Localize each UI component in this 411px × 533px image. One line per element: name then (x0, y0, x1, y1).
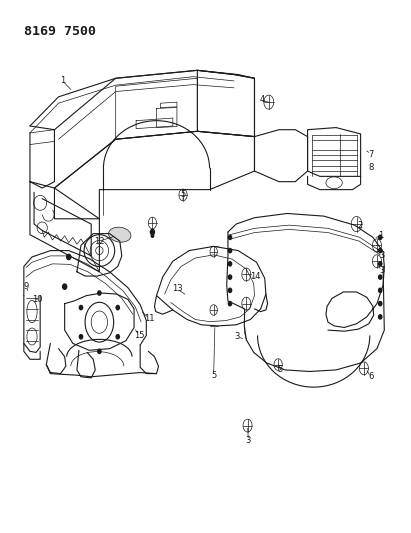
Text: 15: 15 (134, 331, 144, 340)
Text: 3: 3 (379, 266, 385, 275)
Text: 11: 11 (144, 314, 155, 323)
Circle shape (229, 262, 232, 266)
Circle shape (116, 335, 119, 339)
Text: 8169 7500: 8169 7500 (24, 25, 96, 38)
Text: 12: 12 (94, 237, 105, 246)
Circle shape (62, 284, 67, 289)
Text: 1: 1 (379, 231, 383, 240)
Circle shape (79, 305, 83, 310)
Circle shape (379, 302, 382, 306)
Circle shape (98, 291, 101, 295)
Circle shape (229, 248, 232, 253)
Circle shape (67, 254, 71, 260)
Circle shape (379, 262, 382, 266)
Circle shape (379, 288, 382, 293)
Text: 9: 9 (23, 282, 28, 291)
Circle shape (79, 335, 83, 339)
Text: 2: 2 (357, 221, 363, 230)
Ellipse shape (109, 227, 131, 242)
Text: 13: 13 (172, 284, 182, 293)
Text: 4: 4 (260, 95, 265, 104)
Circle shape (379, 248, 382, 253)
Text: 1: 1 (60, 76, 65, 85)
Circle shape (98, 349, 101, 353)
Circle shape (379, 275, 382, 279)
Circle shape (379, 315, 382, 319)
Text: 5: 5 (277, 366, 282, 374)
Text: 8: 8 (368, 163, 374, 172)
Circle shape (229, 275, 232, 279)
Text: 3: 3 (379, 252, 385, 261)
Circle shape (229, 302, 232, 306)
Circle shape (116, 305, 119, 310)
Text: 14: 14 (250, 271, 261, 280)
Circle shape (150, 229, 155, 235)
Circle shape (379, 235, 382, 239)
Circle shape (151, 234, 154, 237)
Text: 3: 3 (246, 436, 251, 445)
Circle shape (229, 235, 232, 239)
Text: 10: 10 (32, 295, 43, 304)
Text: 7: 7 (368, 150, 374, 159)
Text: 5: 5 (180, 190, 186, 199)
Text: 3: 3 (235, 332, 240, 341)
Circle shape (229, 288, 232, 293)
Text: 5: 5 (211, 370, 216, 379)
Text: 6: 6 (368, 372, 374, 381)
